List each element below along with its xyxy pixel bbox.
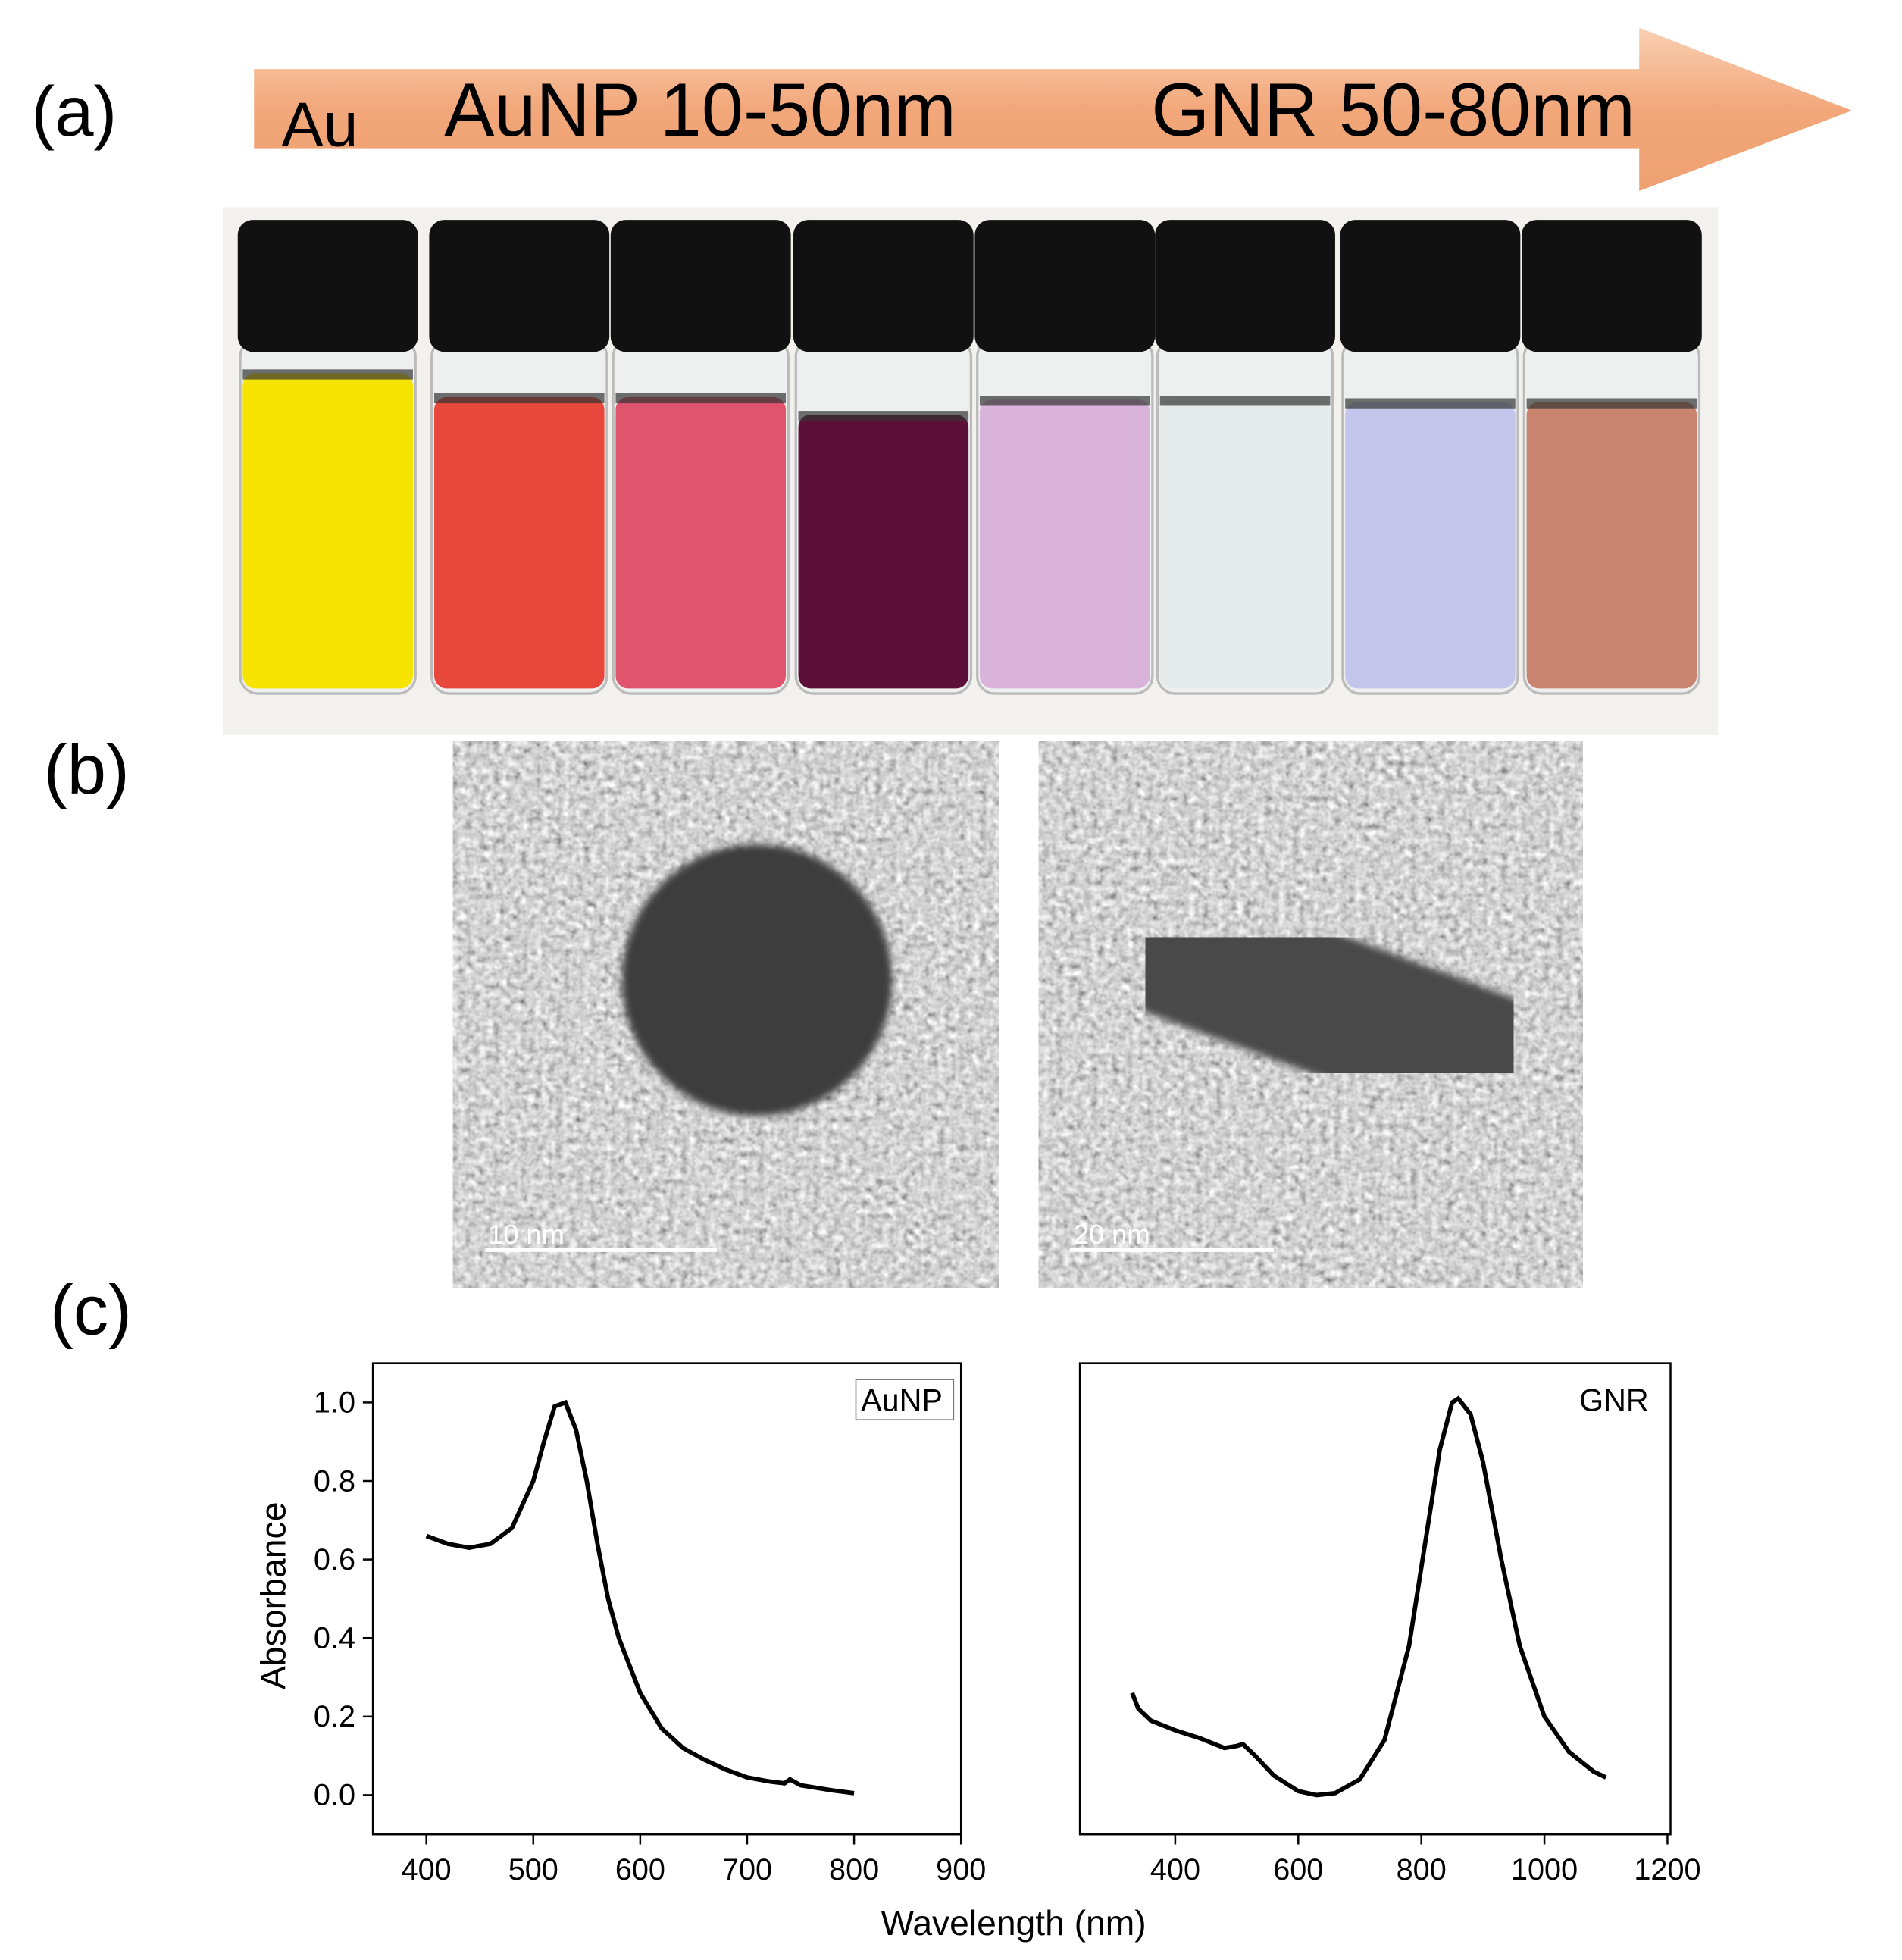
data-line [425, 1399, 855, 1796]
vial-meniscus [434, 393, 605, 404]
x-tick-label: 800 [829, 1853, 879, 1886]
data-line [1130, 1395, 1607, 1798]
vial-meniscus [979, 396, 1150, 406]
vial-cap [237, 220, 418, 352]
plot-frame [371, 1362, 962, 1836]
x-axis-label: Wavelength (nm) [881, 1903, 1146, 1943]
annotation-box [855, 1379, 955, 1421]
scale-bar-label: 10 nm [488, 1219, 565, 1250]
annotation: GNR [1579, 1383, 1649, 1418]
tem-left: 10 nm [452, 741, 999, 1288]
x-tick-label: 500 [508, 1853, 558, 1886]
arrow-label: Au [282, 89, 358, 159]
vial-cap [1155, 220, 1335, 352]
arrow [254, 27, 1852, 191]
x-tick-label: 900 [936, 1853, 986, 1886]
vial-meniscus [1345, 398, 1516, 409]
x-tick-label: 400 [402, 1853, 452, 1886]
x-tick-label: 600 [615, 1853, 665, 1886]
y-tick-label: 0.0 [314, 1779, 355, 1812]
vial-liquid [798, 415, 969, 689]
vial-cap [1340, 220, 1521, 352]
x-tick-label: 800 [1397, 1853, 1447, 1886]
plot-frame [1078, 1362, 1672, 1836]
vial-liquid [979, 399, 1150, 689]
y-tick-label: 1.0 [314, 1386, 355, 1420]
vial-liquid [1159, 399, 1331, 689]
x-tick-label: 1200 [1634, 1853, 1700, 1886]
vial-meniscus [242, 369, 413, 380]
scale-bar-label: 20 nm [1074, 1219, 1150, 1250]
vial-liquid [1526, 402, 1697, 689]
vial-meniscus [615, 393, 787, 404]
charts: 400 500 600 700 800 900 0.0 0.2 0.4 0.6 0.8 1.0 AuNP… [314, 1362, 1701, 1886]
vial-liquid [242, 373, 413, 689]
x-tick-label: 400 [1150, 1853, 1200, 1886]
vial-cap [429, 220, 610, 352]
y-tick-label: 0.2 [314, 1700, 355, 1733]
x-tick-label: 700 [722, 1853, 772, 1886]
vial-meniscus [1526, 398, 1697, 409]
tem-right: 20 nm [1038, 741, 1583, 1288]
y-tick-label: 0.6 [314, 1543, 355, 1576]
vial-cap [974, 220, 1156, 352]
vial-liquid [615, 396, 787, 689]
vial-cap [610, 220, 791, 352]
arrow-label: GNR 50-80nm [1151, 68, 1635, 152]
vial-cap [793, 220, 974, 352]
vial-liquid [1345, 402, 1516, 689]
vial-meniscus [1159, 396, 1331, 406]
x-tick-label: 600 [1273, 1853, 1323, 1886]
x-tick-label: 1000 [1511, 1853, 1578, 1886]
vial-cap [1522, 220, 1702, 352]
vial-liquid [434, 396, 605, 689]
y-tick-label: 0.4 [314, 1621, 355, 1655]
panel-label: (b) [44, 730, 130, 809]
y-axis-label: Absorbance [254, 1501, 293, 1689]
vials [237, 220, 1702, 695]
panel-label: (c) [50, 1270, 132, 1349]
annotation: AuNP [861, 1383, 943, 1418]
y-tick-label: 0.8 [314, 1464, 355, 1498]
vial-meniscus [798, 411, 969, 421]
arrow-label: AuNP 10-50nm [444, 68, 956, 152]
panel-label: (a) [31, 72, 117, 151]
